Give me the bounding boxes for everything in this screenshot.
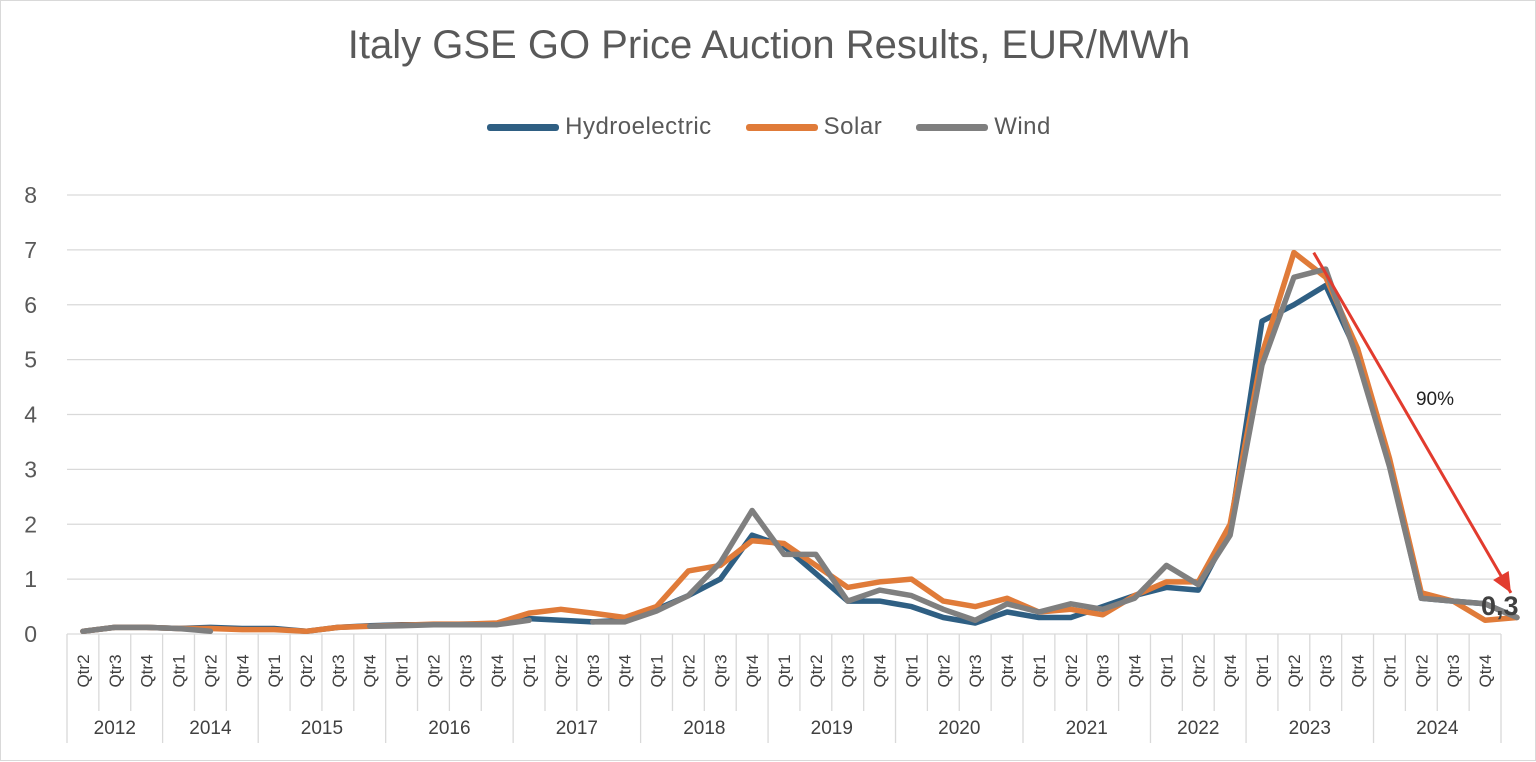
legend-item-solar: Solar — [745, 113, 883, 141]
legend-swatch-solar — [745, 123, 818, 131]
x-tick-label-quarter: Qtr1 — [1030, 654, 1049, 687]
x-tick-label-quarter: Qtr4 — [1221, 654, 1240, 687]
x-tick-label-year: 2019 — [811, 718, 853, 739]
x-tick-label-quarter: Qtr4 — [1476, 654, 1495, 687]
x-tick-label-quarter: Qtr2 — [1189, 654, 1208, 687]
x-tick-label-year: 2022 — [1177, 718, 1219, 739]
x-tick-label-quarter: Qtr2 — [297, 654, 316, 687]
x-tick-label-quarter: Qtr2 — [934, 654, 953, 687]
x-tick-label-quarter: Qtr1 — [775, 654, 794, 687]
x-tick-label-quarter: Qtr4 — [1349, 654, 1368, 687]
x-tick-label-quarter: Qtr2 — [1062, 654, 1081, 687]
annotation-arrow-head — [1493, 571, 1511, 593]
series-line-wind — [366, 617, 532, 630]
y-tick-label: 3 — [24, 456, 37, 482]
legend-item-hydroelectric: Hydroelectric — [487, 113, 712, 141]
x-tick-label-year: 2012 — [94, 718, 136, 739]
x-tick-label-quarter: Qtr3 — [329, 654, 348, 687]
y-tick-label: 6 — [24, 292, 37, 318]
x-tick-label-quarter: Qtr3 — [1094, 654, 1113, 687]
x-tick-label-quarter: Qtr1 — [648, 654, 667, 687]
annotation-percent: 90% — [1416, 389, 1454, 410]
chart-title: Italy GSE GO Price Auction Results, EUR/… — [347, 23, 1191, 67]
x-tick-label-quarter: Qtr2 — [424, 654, 443, 687]
x-tick-label-quarter: Qtr1 — [1253, 654, 1272, 687]
x-tick-label-quarter: Qtr3 — [1444, 654, 1463, 687]
x-tick-label-quarter: Qtr2 — [807, 654, 826, 687]
legend-item-wind: Wind — [916, 113, 1051, 141]
x-tick-label-quarter: Qtr4 — [743, 654, 762, 687]
x-tick-label-quarter: Qtr2 — [679, 654, 698, 687]
x-tick-label-quarter: Qtr2 — [552, 654, 571, 687]
x-tick-label-quarter: Qtr4 — [1126, 654, 1145, 687]
x-tick-label-quarter: Qtr4 — [871, 654, 890, 687]
x-tick-label-quarter: Qtr4 — [998, 654, 1017, 687]
y-tick-label: 0 — [24, 621, 37, 647]
series-line-solar — [80, 249, 1520, 635]
x-tick-label-quarter: Qtr2 — [1285, 654, 1304, 687]
x-tick-label-quarter: Qtr1 — [265, 654, 284, 687]
x-tick-label-quarter: Qtr1 — [902, 654, 921, 687]
y-tick-label: 1 — [24, 566, 37, 592]
x-tick-label-quarter: Qtr3 — [1317, 654, 1336, 687]
x-tick-label-quarter: Qtr1 — [170, 654, 189, 687]
y-tick-label: 7 — [24, 237, 37, 263]
series-line-wind — [80, 624, 214, 635]
x-tick-label-year: 2018 — [683, 718, 725, 739]
x-tick-label-quarter: Qtr3 — [456, 654, 475, 687]
legend-label-solar: Solar — [823, 113, 883, 140]
x-tick-label-quarter: Qtr2 — [201, 654, 220, 687]
x-tick-label-quarter: Qtr2 — [1412, 654, 1431, 687]
x-tick-label-quarter: Qtr1 — [393, 654, 412, 687]
x-tick-label-year: 2020 — [938, 718, 980, 739]
x-tick-label-quarter: Qtr4 — [488, 654, 507, 687]
y-tick-label: 2 — [24, 511, 37, 537]
x-tick-label-year: 2024 — [1416, 718, 1459, 739]
x-tick-label-year: 2014 — [189, 718, 232, 739]
x-tick-label-quarter: Qtr4 — [616, 654, 635, 687]
x-tick-label-quarter: Qtr3 — [711, 654, 730, 687]
y-tick-label: 4 — [24, 402, 37, 428]
x-tick-label-quarter: Qtr3 — [839, 654, 858, 687]
x-tick-label-quarter: Qtr1 — [1157, 654, 1176, 687]
legend-swatch-wind — [916, 123, 989, 131]
legend: Hydroelectric Solar Wind — [1, 113, 1536, 141]
x-tick-label-year: 2016 — [428, 718, 470, 739]
x-tick-label-year: 2015 — [301, 718, 343, 739]
series-line-wind — [590, 266, 1520, 625]
x-tick-label-quarter: Qtr3 — [584, 654, 603, 687]
x-tick-label-quarter: Qtr1 — [1380, 654, 1399, 687]
x-tick-label-quarter: Qtr2 — [74, 654, 93, 687]
legend-label-wind: Wind — [994, 113, 1051, 140]
x-tick-label-quarter: Qtr3 — [966, 654, 985, 687]
x-tick-label-quarter: Qtr4 — [233, 654, 252, 687]
annotation-last-value: 0,3 — [1481, 591, 1519, 621]
x-tick-label-quarter: Qtr4 — [138, 654, 157, 687]
y-tick-label: 8 — [24, 182, 37, 208]
legend-swatch-hydroelectric — [487, 123, 560, 131]
x-tick-label-quarter: Qtr4 — [361, 654, 380, 687]
x-tick-label-year: 2021 — [1066, 718, 1108, 739]
y-tick-label: 5 — [24, 347, 37, 373]
x-tick-label-quarter: Qtr3 — [106, 654, 125, 687]
legend-label-hydroelectric: Hydroelectric — [565, 113, 712, 140]
x-tick-label-year: 2023 — [1289, 718, 1331, 739]
x-tick-label-quarter: Qtr1 — [520, 654, 539, 687]
annotation-arrow-line — [1312, 251, 1513, 594]
x-tick-label-year: 2017 — [556, 718, 598, 739]
